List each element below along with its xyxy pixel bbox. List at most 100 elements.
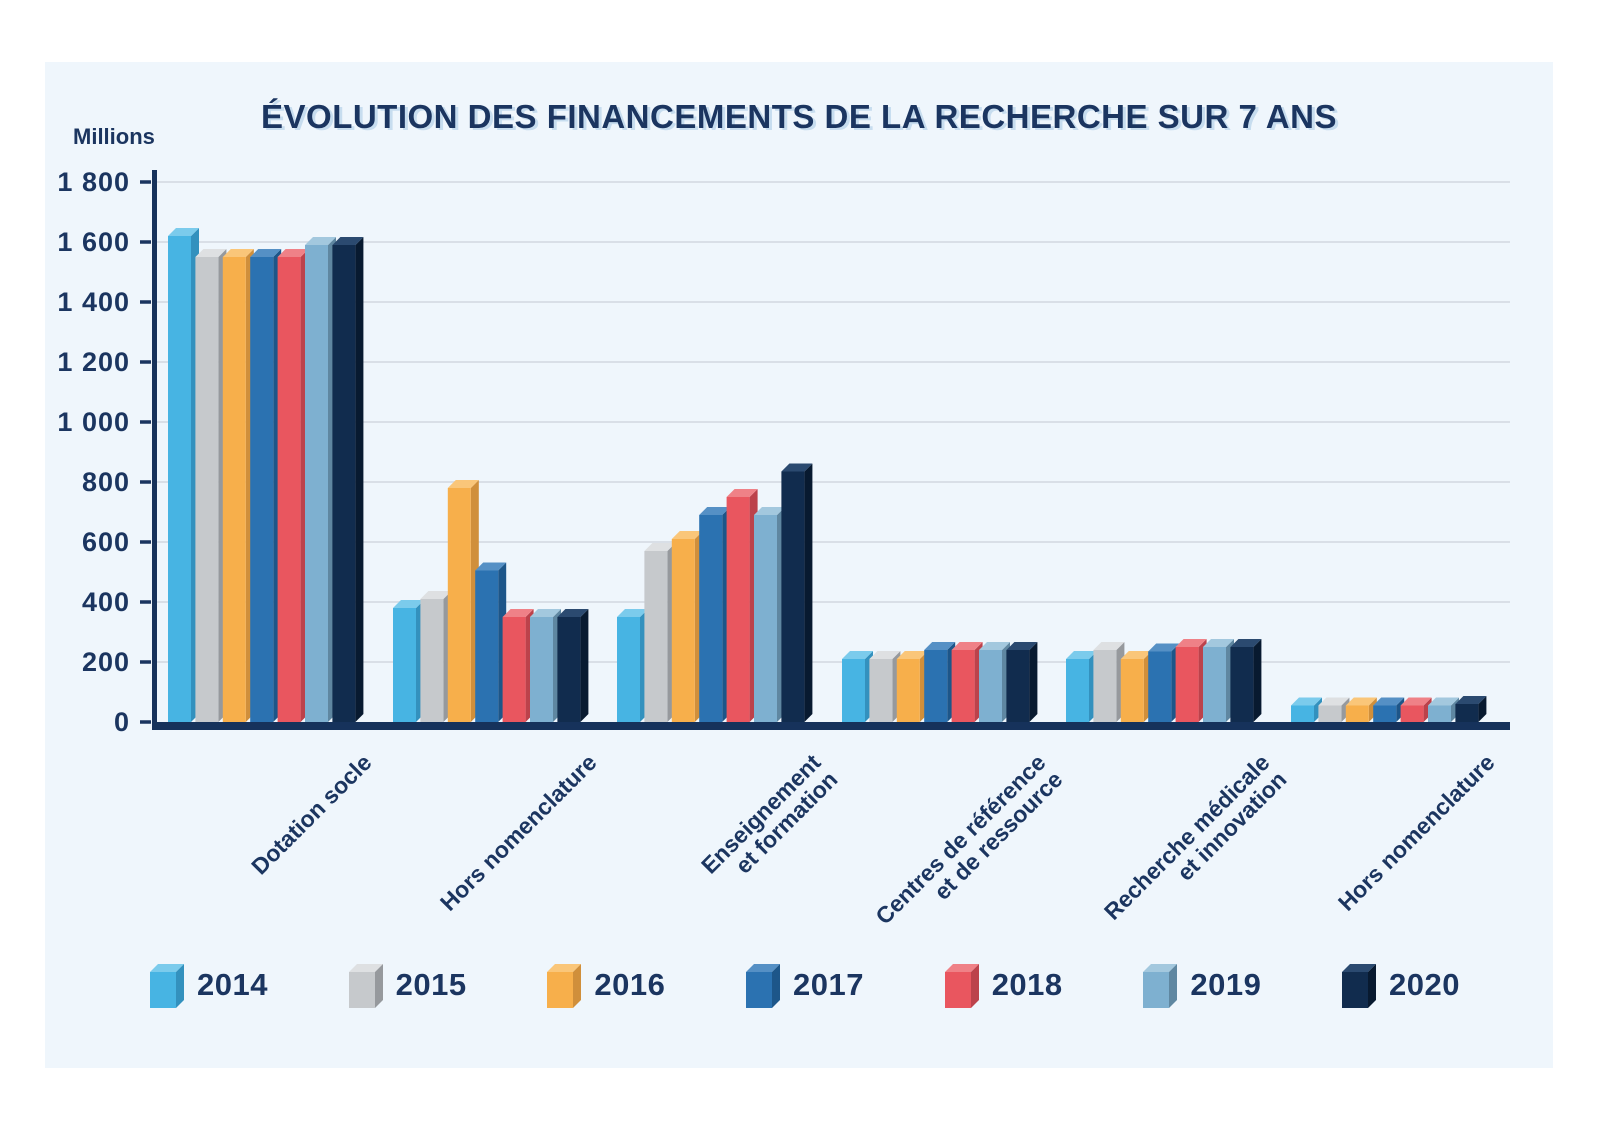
- bar-top-2016-cat4: [1120, 651, 1152, 659]
- y-tick-label-1600: 1 600: [57, 227, 130, 257]
- bar-2016-cat4: [1120, 659, 1144, 722]
- legend-swatch-face: [1368, 964, 1377, 1008]
- legend-swatch-2016: [547, 964, 582, 1008]
- bar-2019-cat4: [1203, 647, 1226, 722]
- legend-swatch-face: [1143, 972, 1170, 1008]
- bar-2017-cat4: [1148, 651, 1172, 722]
- legend-swatch-2015: [348, 964, 383, 1008]
- bar-top-2019-cat1: [530, 609, 561, 617]
- legend-item-2017: 2017: [746, 962, 864, 1008]
- bar-2018-cat3: [951, 650, 975, 722]
- bar-2015-cat3: [869, 659, 893, 722]
- legend-swatch-2020: [1342, 964, 1377, 1008]
- bar-top-2016-cat2: [671, 531, 703, 539]
- legend-swatch-face: [1342, 964, 1377, 972]
- bar-side-2020-cat0: [355, 237, 364, 722]
- bar-side-2020-cat1: [580, 609, 589, 722]
- bar-2015-cat2: [644, 551, 668, 722]
- bar-2016-cat3: [896, 659, 920, 722]
- legend-swatch-face: [970, 964, 979, 1008]
- legend-swatch-2018: [944, 964, 979, 1008]
- bar-2018-cat4: [1175, 647, 1199, 722]
- bar-top-2020-cat3: [1006, 642, 1038, 650]
- legend-swatch-face: [573, 964, 582, 1008]
- bar-top-2015-cat4: [1093, 642, 1125, 650]
- chart-title: ÉVOLUTION DES FINANCEMENTS DE LA RECHERC…: [261, 98, 1337, 135]
- bar-top-2018-cat4: [1175, 639, 1207, 647]
- y-axis-unit-label: Millions: [73, 124, 155, 149]
- bar-2020-cat3: [1006, 650, 1030, 722]
- bar-top-2017-cat0: [250, 249, 282, 257]
- bar-2014-cat0: [168, 236, 191, 722]
- category-label-0: Dotation socle: [246, 749, 376, 879]
- legend-label-2014: 2014: [197, 967, 268, 1002]
- bar-top-2019-cat0: [305, 237, 336, 245]
- legend-swatch-face: [348, 964, 383, 972]
- bar-top-2015-cat0: [195, 249, 227, 257]
- bar-top-2014-cat4: [1066, 651, 1097, 659]
- bar-2018-cat1: [502, 617, 526, 722]
- bar-top-2019-cat5: [1428, 697, 1459, 706]
- bar-top-2016-cat0: [222, 249, 254, 257]
- y-tick-label-0: 0: [114, 707, 130, 737]
- bar-2019-cat1: [530, 617, 553, 722]
- bar-top-2020-cat5: [1455, 696, 1487, 704]
- legend-label-2018: 2018: [991, 967, 1063, 1002]
- legend-swatch-2017: [746, 964, 781, 1008]
- chart-legend: 2014 2015 2016 2017 2018 2019 2020: [150, 962, 1460, 1008]
- y-tick-label-1800: 1 800: [57, 167, 130, 197]
- category-label-4: Recherche médicaleet innovation: [1099, 749, 1292, 942]
- bar-2014-cat1: [393, 608, 416, 722]
- legend-swatch-face: [176, 964, 184, 1008]
- bar-top-2020-cat4: [1230, 639, 1262, 647]
- bar-side-2020-cat5: [1478, 696, 1487, 722]
- bar-top-2017-cat3: [924, 642, 956, 650]
- bar-2016-cat5: [1345, 705, 1369, 722]
- bar-2015-cat5: [1318, 705, 1342, 722]
- legend-swatch-face: [150, 972, 176, 1008]
- bar-2016-cat1: [447, 488, 471, 722]
- legend-swatch-2014: [150, 964, 184, 1008]
- legend-label-2015: 2015: [395, 967, 467, 1002]
- bar-top-2014-cat2: [617, 609, 648, 617]
- legend-swatch-face: [547, 964, 582, 972]
- bar-top-2016-cat5: [1345, 697, 1377, 706]
- bar-side-2020-cat3: [1029, 642, 1038, 722]
- bar-2015-cat1: [420, 599, 444, 722]
- bar-side-2020-cat2: [804, 463, 813, 722]
- legend-swatch-2019: [1143, 964, 1178, 1008]
- bar-2017-cat0: [250, 257, 274, 722]
- bar-side-2020-cat4: [1253, 639, 1262, 722]
- bar-top-2014-cat5: [1291, 697, 1322, 706]
- bar-2018-cat2: [726, 497, 750, 722]
- bar-2020-cat4: [1230, 647, 1254, 722]
- bar-2020-cat0: [332, 245, 356, 722]
- bar-top-2019-cat3: [979, 642, 1010, 650]
- bar-top-2018-cat1: [502, 609, 534, 617]
- legend-item-2018: 2018: [944, 962, 1063, 1008]
- bar-2017-cat2: [699, 515, 723, 722]
- bar-top-2020-cat2: [781, 463, 813, 472]
- y-tick-label-1200: 1 200: [57, 347, 130, 377]
- chart-card: ÉVOLUTION DES FINANCEMENTS DE LA RECHERC…: [45, 62, 1553, 1068]
- bar-top-2014-cat3: [842, 651, 873, 659]
- bar-2017-cat1: [475, 570, 499, 722]
- legend-swatch-face: [348, 972, 375, 1008]
- y-tick-label-1400: 1 400: [57, 287, 130, 317]
- bar-2019-cat0: [305, 245, 328, 722]
- bar-top-2014-cat1: [393, 600, 424, 608]
- legend-swatch-face: [746, 972, 773, 1008]
- bar-2017-cat3: [924, 650, 948, 722]
- category-label-1: Hors nomenclature: [435, 749, 602, 916]
- legend-swatch-face: [1169, 964, 1178, 1008]
- category-label-5: Hors nomenclature: [1333, 749, 1500, 916]
- bar-2020-cat1: [557, 617, 581, 722]
- y-tick-label-800: 800: [82, 467, 130, 497]
- bar-top-2017-cat5: [1373, 697, 1405, 706]
- legend-item-2014: 2014: [150, 962, 268, 1008]
- bar-2020-cat5: [1455, 704, 1479, 722]
- bar-2016-cat2: [671, 539, 695, 722]
- bar-top-2018-cat0: [277, 249, 309, 257]
- legend-item-2020: 2020: [1342, 962, 1460, 1008]
- bar-top-2015-cat2: [644, 543, 676, 551]
